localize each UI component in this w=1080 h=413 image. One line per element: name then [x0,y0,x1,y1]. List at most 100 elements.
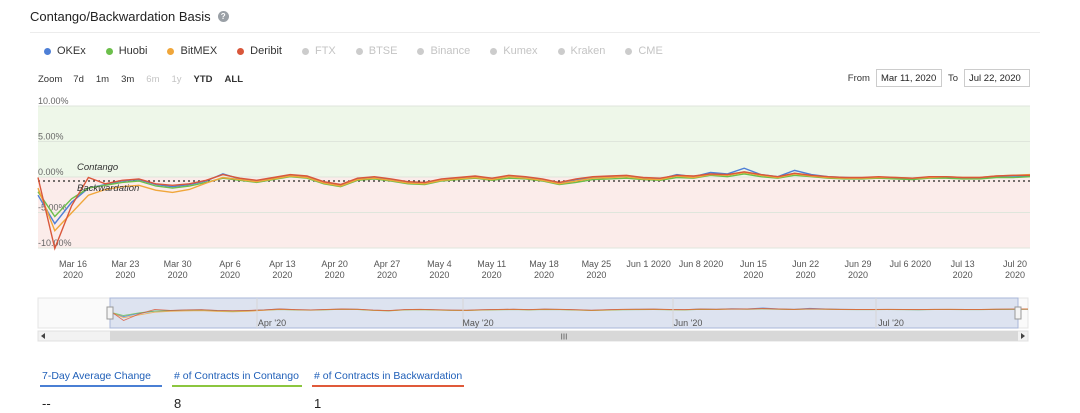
zoom-1y-button: 1y [171,74,182,85]
navigator-left-handle [106,306,114,320]
x-tick-label: Jul 13 [951,259,975,269]
x-tick-label: Apr 20 [321,259,348,269]
x-tick-year: 2020 [63,270,83,280]
y-tick-label: -5.00% [38,203,67,213]
x-tick-label: Jun 22 [792,259,819,269]
legend-dot-icon [301,47,309,55]
legend-item-kumex[interactable]: Kumex [490,45,538,57]
x-tick-label: Mar 16 [59,259,87,269]
scrollbar-thumb [110,331,1018,341]
legend-dot-icon [105,47,113,55]
x-tick-label: May 25 [582,259,612,269]
x-tick-year: 2020 [953,270,973,280]
legend-dot-icon [355,47,363,55]
scroll-left-icon [41,333,45,339]
x-tick-year: 2020 [220,270,240,280]
x-tick-year: 2020 [115,270,135,280]
navigator[interactable]: Apr '20 May '20 Jun '20 Jul '20 III [0,296,1080,346]
x-tick-label: May 11 [477,259,506,269]
stat-label: 7-Day Average Change [40,370,162,387]
x-tick-year: 2020 [796,270,816,280]
scroll-right-icon [1021,333,1025,339]
legend-item-bitmex[interactable]: BitMEX [167,45,217,57]
legend-item-kraken[interactable]: Kraken [557,45,606,57]
x-tick-label: Mar 23 [111,259,139,269]
stat-backwardation: # of Contracts in Backwardation 1 [312,370,465,411]
legend-item-okex[interactable]: OKEx [44,45,86,57]
x-tick-year: 2020 [272,270,292,280]
legend-item-deribit[interactable]: Deribit [237,45,282,57]
y-tick-label: 10.00% [38,96,69,106]
legend-dot-icon [167,47,175,55]
from-date-input[interactable] [875,69,942,87]
stat-value: 8 [174,396,182,411]
stat-avg-change: 7-Day Average Change -- [40,370,162,411]
x-tick-label: May 18 [529,259,559,269]
legend-dot-icon [417,47,425,55]
legend-item-ftx[interactable]: FTX [301,45,336,57]
basis-chart: 10.00%5.00%0.00%-5.00%-10.00% Mar 162020… [37,96,1031,280]
x-tick-year: 2020 [534,270,554,280]
legend-dot-icon [557,47,565,55]
zoom-3m-button[interactable]: 3m [121,74,135,85]
x-tick-year: 2020 [482,270,502,280]
x-tick-label: Jul 6 2020 [890,259,932,269]
legend-label: Deribit [250,45,282,57]
help-icon[interactable]: ? [217,11,229,22]
legend-label: Kraken [570,45,606,57]
x-tick-label: Jul 20 [1003,259,1027,269]
x-tick-year: 2020 [429,270,449,280]
y-tick-label: 0.00% [38,167,64,177]
x-tick-label: Jun 29 [844,259,871,269]
zoom-all-button[interactable]: ALL [224,74,243,85]
x-tick-label: Jun 8 2020 [679,259,724,269]
navigator-tick-label: Jun '20 [674,318,703,328]
legend-label: FTX [314,45,336,57]
series-line-deribit [37,171,1030,251]
legend-label: BitMEX [180,45,218,57]
scrollbar-grip: III [561,333,568,342]
stats-row: 7-Day Average Change -- # of Contracts i… [40,370,465,411]
page-title: Contango/Backwardation Basis [30,9,211,24]
legend-label: Kumex [503,45,538,57]
legend-item-cme[interactable]: CME [625,45,663,57]
navigator-series-deribit [107,308,1028,322]
legend-label: Huobi [118,45,148,57]
x-tick-label: Jun 1 2020 [626,259,671,269]
to-date-input[interactable] [964,69,1030,87]
legend-label: BTSE [368,45,398,57]
legend-dot-icon [44,47,51,55]
divider [30,32,1040,33]
legend-dot-icon [237,47,245,55]
to-label: To [947,72,958,84]
stat-label: # of Contracts in Backwardation [312,370,465,387]
zoom-ytd-button[interactable]: YTD [193,74,213,85]
from-label: From [847,72,870,84]
annotation-backwardation: Backwardation [77,183,139,194]
legend-item-binance[interactable]: Binance [417,45,470,57]
x-tick-year: 2020 [743,270,763,280]
x-tick-label: Apr 6 [219,259,241,269]
annotation-contango: Contango [77,162,118,173]
zoom-1m-button[interactable]: 1m [95,74,110,85]
legend-label: OKEx [57,45,86,57]
x-tick-year: 2020 [325,270,345,280]
legend-dot-icon [490,47,498,55]
series-line-bitmex [37,171,1031,232]
navigator-selection [109,297,1019,329]
stat-contango: # of Contracts in Contango 8 [172,370,302,411]
x-tick-label: Apr 13 [269,259,296,269]
navigator-tick-label: May '20 [462,318,493,328]
x-tick-label: Apr 27 [374,259,401,269]
x-tick-year: 2020 [1005,270,1025,280]
legend-item-btse[interactable]: BTSE [355,45,398,57]
x-tick-label: May 4 [427,259,452,269]
navigator-tick-label: Jul '20 [878,318,904,328]
x-tick-label: Jun 15 [740,259,767,269]
zoom-7d-button[interactable]: 7d [73,74,84,85]
date-range: From To [848,69,1030,87]
legend-dot-icon [625,47,633,55]
legend-label: CME [638,45,663,57]
legend-item-huobi[interactable]: Huobi [105,45,148,57]
chart-legend: OKEx Huobi BitMEX Deribit FTX BTSE Binan… [44,45,663,57]
